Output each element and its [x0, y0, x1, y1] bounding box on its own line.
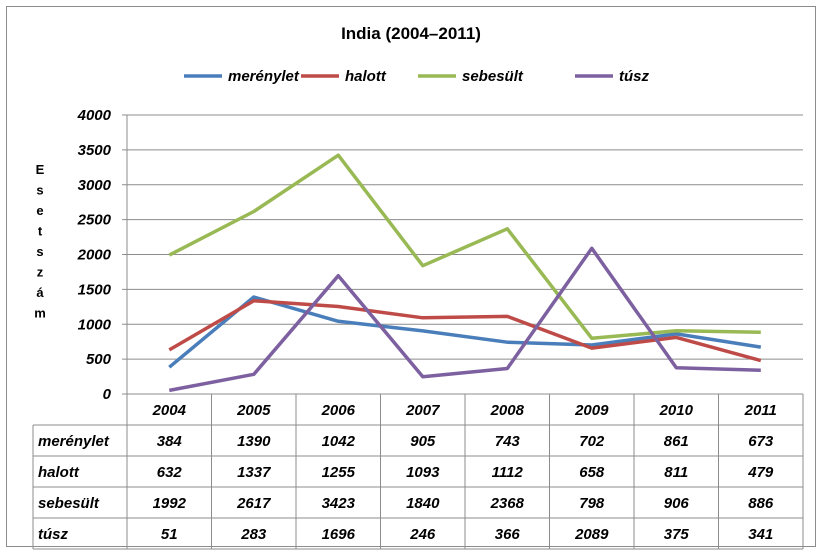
table-value: 2089	[574, 526, 609, 543]
y-axis-label-letter: m	[34, 306, 46, 321]
series-line-halott	[168, 298, 762, 363]
table-value: 702	[579, 433, 605, 450]
table-value: 905	[410, 433, 436, 450]
table-value: 658	[579, 464, 605, 481]
table-value: 632	[157, 464, 183, 481]
table-value: 479	[747, 464, 774, 481]
legend-label: merénylet	[228, 68, 300, 85]
table-series-name: merénylet	[38, 433, 110, 450]
y-tick-label: 3500	[78, 142, 112, 159]
table-series-name: sebesült	[38, 495, 100, 512]
y-tick-label: 2500	[77, 212, 112, 229]
series-line-sebesült	[168, 153, 761, 341]
table-series-name: túsz	[38, 526, 69, 543]
legend-label: sebesült	[462, 68, 524, 85]
table-value: 2368	[490, 495, 525, 512]
chart-frame	[6, 6, 816, 547]
y-tick-label: 1000	[78, 316, 112, 333]
x-category-label: 2006	[321, 402, 356, 419]
x-category-label: 2009	[574, 402, 609, 419]
table-value: 886	[748, 495, 774, 512]
y-axis-label-letter: z	[37, 265, 44, 280]
y-tick-label: 3000	[78, 177, 112, 194]
table-value: 798	[579, 495, 605, 512]
legend-label: túsz	[619, 68, 650, 85]
data-table: 2004 2005 2006 2007 2008 2009 2010 2011 merényle…	[32, 394, 804, 550]
y-axis-label-letter: E	[36, 162, 45, 177]
table-value: 1390	[237, 433, 271, 450]
table-value: 2617	[236, 495, 271, 512]
y-tick-label: 2000	[77, 247, 112, 264]
table-value: 3423	[322, 495, 356, 512]
chart-title: India (2004–2011)	[341, 24, 481, 43]
table-value: 1112	[492, 464, 524, 481]
y-tick-label: 500	[86, 351, 112, 368]
x-category-label: 2008	[490, 402, 525, 419]
table-value: 1840	[406, 495, 440, 512]
table-value: 51	[161, 526, 178, 543]
legend: merénylet halott sebesült túsz	[184, 68, 650, 85]
y-tick-label: 4000	[77, 107, 112, 124]
x-category-label: 2005	[236, 402, 271, 419]
table-value: 1992	[153, 495, 187, 512]
series-lines	[168, 153, 762, 393]
y-axis-label-letter: t	[38, 224, 43, 239]
gridlines	[122, 114, 803, 395]
y-axis-label-letter: á	[36, 285, 44, 300]
y-axis-label-letter: s	[36, 183, 43, 198]
table-value: 283	[240, 526, 267, 543]
table-value: 341	[748, 526, 773, 543]
legend-label: halott	[345, 68, 387, 85]
table-value: 246	[409, 526, 436, 543]
table-value: 366	[495, 526, 521, 543]
y-axis-label-letter: e	[36, 203, 43, 218]
x-category-label: 2010	[659, 402, 694, 419]
table-value: 743	[495, 433, 521, 450]
table-value: 906	[664, 495, 690, 512]
table-value: 1093	[406, 464, 440, 481]
table-value: 375	[664, 526, 690, 543]
x-category-label: 2007	[405, 402, 440, 419]
table-value: 1255	[322, 464, 356, 481]
table-value: 861	[664, 433, 689, 450]
table-value: 1337	[237, 464, 271, 481]
table-series-name: halott	[38, 464, 80, 481]
y-tick-label: 1500	[78, 281, 112, 298]
y-axis-ticks: 0 500 1000 1500 2000 2500 3000 3500 4000	[77, 107, 112, 403]
table-value: 811	[664, 464, 688, 481]
x-category-label: 2004	[152, 402, 187, 419]
table-value: 673	[748, 433, 774, 450]
y-axis-label-letter: s	[36, 244, 43, 259]
x-category-label: 2011	[744, 402, 777, 419]
table-value: 384	[157, 433, 183, 450]
y-tick-label: 0	[103, 386, 112, 403]
table-value: 1042	[322, 433, 356, 450]
series-line-túsz	[168, 246, 761, 393]
table-value: 1696	[322, 526, 356, 543]
